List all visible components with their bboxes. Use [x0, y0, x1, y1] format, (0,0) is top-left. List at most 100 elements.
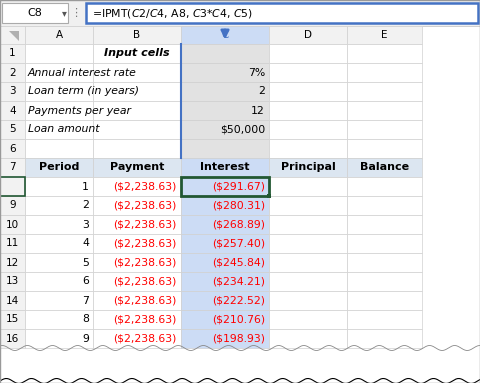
Bar [25, 139, 93, 158]
Text: 15: 15 [6, 314, 19, 324]
Bar [0, 177, 25, 196]
Bar [25, 158, 93, 177]
Bar [269, 101, 347, 120]
Text: 1: 1 [82, 182, 89, 192]
Bar [93, 158, 181, 177]
Bar [181, 310, 269, 329]
Bar [269, 44, 347, 63]
Text: C: C [221, 30, 228, 40]
Bar [269, 272, 347, 291]
Bar [2, 3, 68, 23]
Bar [25, 215, 93, 234]
Bar [93, 329, 181, 348]
Bar [267, 194, 271, 198]
Text: B: B [133, 30, 141, 40]
Text: D: D [304, 30, 312, 40]
Text: ▾: ▾ [61, 8, 66, 18]
Text: ($280.31): ($280.31) [212, 200, 265, 211]
Text: 5: 5 [82, 257, 89, 267]
Bar [181, 272, 269, 291]
Bar [181, 63, 269, 82]
Bar [93, 120, 181, 139]
Text: ($210.76): ($210.76) [212, 314, 265, 324]
Text: 2: 2 [82, 200, 89, 211]
Text: ($2,238.63): ($2,238.63) [114, 296, 177, 306]
Text: 4: 4 [9, 105, 16, 116]
Bar [181, 101, 269, 120]
Text: ($245.84): ($245.84) [212, 257, 265, 267]
Bar [347, 215, 422, 234]
Bar [93, 215, 181, 234]
Text: ($2,238.63): ($2,238.63) [114, 239, 177, 249]
Bar [347, 26, 422, 44]
Bar [0, 0, 480, 26]
Text: 7: 7 [9, 162, 16, 172]
Bar [25, 234, 93, 253]
Bar [25, 44, 93, 63]
Bar [25, 26, 93, 44]
Bar [0, 158, 25, 177]
Bar [269, 120, 347, 139]
Bar [347, 120, 422, 139]
Bar [93, 101, 181, 120]
Bar [181, 196, 269, 215]
Bar [181, 82, 269, 101]
Bar [269, 158, 347, 177]
Text: ⋮: ⋮ [71, 8, 82, 18]
Bar [93, 44, 181, 63]
Bar [347, 158, 422, 177]
Bar [93, 291, 181, 310]
Bar [181, 253, 269, 272]
Polygon shape [9, 31, 19, 41]
Bar [0, 63, 25, 82]
Bar [181, 26, 269, 44]
Bar [347, 329, 422, 348]
Bar [0, 215, 25, 234]
Text: 10: 10 [6, 219, 19, 229]
Text: ($2,238.63): ($2,238.63) [114, 257, 177, 267]
Bar [347, 310, 422, 329]
Bar [0, 139, 25, 158]
Bar [0, 177, 25, 196]
Text: ($2,238.63): ($2,238.63) [114, 277, 177, 286]
Bar [25, 329, 93, 348]
Bar [181, 177, 269, 196]
Text: ($268.89): ($268.89) [212, 219, 265, 229]
Bar [93, 63, 181, 82]
Bar [25, 253, 93, 272]
Bar [25, 177, 93, 196]
Bar [0, 44, 25, 63]
Bar [0, 272, 25, 291]
Bar [347, 272, 422, 291]
Bar [347, 44, 422, 63]
Bar [25, 82, 93, 101]
Text: 3: 3 [82, 219, 89, 229]
Bar [93, 310, 181, 329]
Text: Payments per year: Payments per year [28, 105, 131, 116]
Bar [347, 177, 422, 196]
Bar [269, 291, 347, 310]
Text: 4: 4 [82, 239, 89, 249]
Bar [0, 26, 25, 44]
Text: ($2,238.63): ($2,238.63) [114, 182, 177, 192]
Bar [347, 291, 422, 310]
Text: 8: 8 [82, 314, 89, 324]
Bar [269, 310, 347, 329]
Bar [25, 101, 93, 120]
Text: 14: 14 [6, 296, 19, 306]
Text: E: E [381, 30, 388, 40]
Bar [93, 272, 181, 291]
Bar [181, 139, 269, 158]
Bar [0, 101, 25, 120]
Text: Principal: Principal [281, 162, 336, 172]
Bar [25, 291, 93, 310]
Text: ($222.52): ($222.52) [212, 296, 265, 306]
Text: ($2,238.63): ($2,238.63) [114, 314, 177, 324]
Text: Annual interest rate: Annual interest rate [28, 67, 137, 77]
Bar [181, 177, 269, 196]
Text: 12: 12 [251, 105, 265, 116]
Bar [25, 196, 93, 215]
Text: Payment: Payment [110, 162, 164, 172]
Bar [25, 120, 93, 139]
Text: 2: 2 [258, 87, 265, 97]
